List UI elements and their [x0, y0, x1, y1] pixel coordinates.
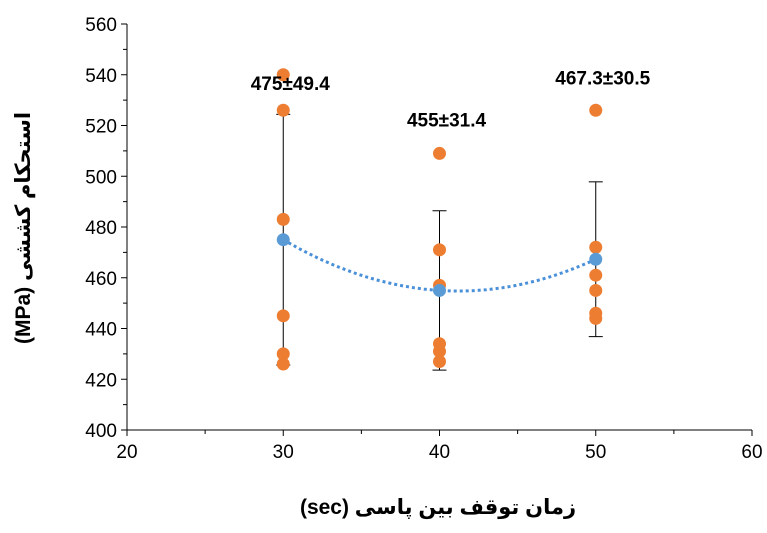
- mean-label: 467.3±30.5: [555, 68, 650, 89]
- y-tick-label: 480: [85, 218, 117, 239]
- mean-label: 455±31.4: [407, 110, 487, 131]
- individual-point: [433, 344, 446, 358]
- individual-point: [589, 311, 603, 325]
- mean-label: 475±49.4: [251, 74, 331, 95]
- individual-point: [433, 146, 446, 160]
- x-tick-label: 40: [429, 442, 450, 463]
- y-tick-label: 460: [85, 269, 117, 290]
- individual-point: [276, 103, 290, 117]
- x-tick-label: 20: [116, 442, 137, 463]
- trendline: [282, 238, 597, 293]
- mean-point: [433, 283, 446, 297]
- x-tick-label: 50: [585, 442, 606, 463]
- individual-point: [433, 354, 446, 368]
- data-labels: 475±49.4 455±31.4 467.3±30.5: [251, 68, 651, 131]
- individual-point: [589, 240, 603, 254]
- y-tick-label: 500: [85, 167, 117, 188]
- mean-point: [589, 252, 603, 266]
- individual-point: [276, 347, 290, 361]
- individual-point: [433, 243, 446, 257]
- y-tick-label: 420: [85, 370, 117, 391]
- axes: 400 420 440 460 480 500 520 540 560 20 30 40 50 60: [85, 15, 762, 463]
- x-axis-title: زمان توقف بین پاسی (sec): [300, 496, 576, 519]
- individual-point: [589, 283, 603, 297]
- x-tick-label: 30: [273, 442, 294, 463]
- individual-point: [276, 212, 290, 226]
- y-tick-label: 400: [85, 421, 117, 442]
- y-tick-label: 520: [85, 117, 117, 138]
- y-tick-label: 440: [85, 320, 117, 341]
- individual-point: [589, 103, 603, 117]
- y-tick-label: 540: [85, 66, 117, 87]
- x-tick-label: 60: [741, 442, 762, 463]
- y-tick-label: 560: [85, 15, 117, 36]
- individual-point: [276, 68, 290, 82]
- individual-point: [589, 268, 603, 282]
- data-points: [276, 68, 603, 371]
- individual-point: [276, 309, 290, 323]
- y-axis-title: استحکام کششی (MPa): [12, 112, 35, 344]
- mean-point: [276, 233, 290, 247]
- individual-point: [276, 357, 290, 371]
